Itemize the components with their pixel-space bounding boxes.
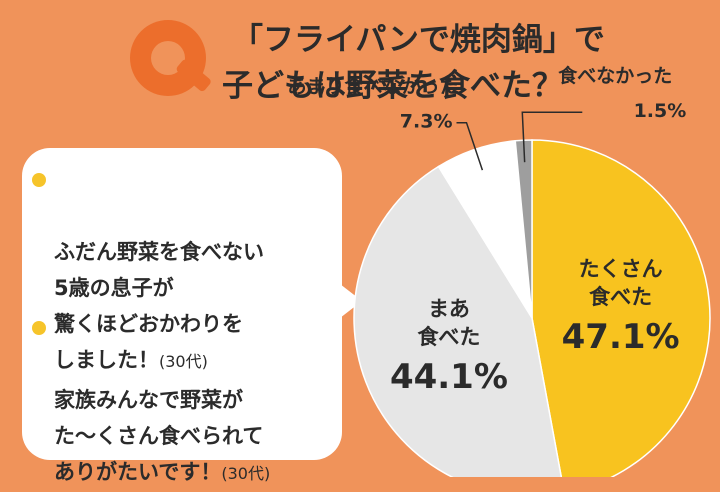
slice-label-0: たくさん (579, 257, 663, 281)
leader-line-3 (521, 111, 583, 163)
title-line-2: 子どもは野菜を食べた？ (222, 68, 563, 104)
comment-1-text: ふだん野菜を食べない 5歳の息子が 驚くほどおかわりを しました！ (54, 240, 264, 372)
pie-slice-0 (531, 139, 711, 477)
slice-value-0: 47.1% (562, 317, 680, 357)
title-line-1: 「フライパンで焼肉鍋」で (232, 22, 605, 58)
slice-value-2: 7.3% (400, 111, 453, 133)
comment-1: ふだん野菜を食べない 5歳の息子が 驚くほどおかわりを しました！(30代) (32, 162, 344, 380)
comment-bubble: ふだん野菜を食べない 5歳の息子が 驚くほどおかわりを しました！(30代) 家… (22, 148, 344, 484)
q-logo-icon (130, 20, 211, 96)
leader-line-2 (456, 121, 484, 171)
bullet-icon (32, 321, 46, 335)
slice-label-1: まあ (428, 297, 470, 321)
bullet-icon (32, 173, 46, 187)
pie-slice-1 (353, 165, 563, 477)
slice-label-3: 食べなかった (558, 64, 672, 87)
slice-label-2: あまり食べなかった (287, 75, 458, 98)
comment-1-age: (30代) (159, 352, 208, 371)
slice-value-3: 1.5% (634, 100, 687, 122)
slice-label-1-line-2: 食べた (417, 325, 480, 349)
slice-value-1: 44.1% (390, 357, 508, 397)
pie-chart: たくさん食べた47.1%まあ食べた44.1%あまり食べなかった7.3%食べなかっ… (287, 64, 711, 477)
slice-label-0-line-2: 食べた (589, 285, 652, 309)
